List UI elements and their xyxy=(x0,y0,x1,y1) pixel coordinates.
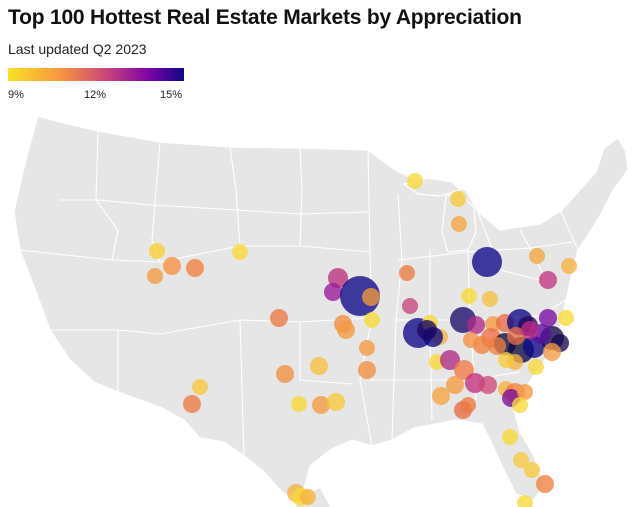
us-land xyxy=(13,115,629,507)
market-marker-13 xyxy=(364,312,380,328)
market-marker-26 xyxy=(561,258,577,274)
market-marker-3 xyxy=(451,216,467,232)
market-marker-83 xyxy=(417,320,437,340)
market-marker-67 xyxy=(276,365,294,383)
legend-gradient-bar xyxy=(8,68,184,81)
market-marker-65 xyxy=(460,397,476,413)
legend-tick-mid: 12% xyxy=(84,89,107,101)
market-marker-46 xyxy=(507,327,525,345)
market-marker-84 xyxy=(498,352,514,368)
market-marker-52 xyxy=(463,332,479,348)
market-marker-14 xyxy=(399,265,415,281)
market-marker-10 xyxy=(324,283,342,301)
market-marker-31 xyxy=(467,316,485,334)
market-marker-68 xyxy=(358,361,376,379)
market-marker-47 xyxy=(521,321,539,339)
market-marker-37 xyxy=(558,310,574,326)
market-marker-27 xyxy=(539,271,557,289)
market-marker-18 xyxy=(270,309,288,327)
market-markers xyxy=(147,173,577,507)
market-marker-63 xyxy=(432,387,450,405)
market-marker-66 xyxy=(310,357,328,375)
market-marker-1 xyxy=(407,173,423,189)
market-marker-81 xyxy=(300,489,316,505)
color-legend: 9% 12% 15% xyxy=(8,68,184,105)
legend-tick-max: 15% xyxy=(160,89,183,101)
market-marker-78 xyxy=(517,495,533,507)
market-marker-53 xyxy=(440,350,460,370)
market-marker-70 xyxy=(183,395,201,413)
market-marker-77 xyxy=(536,475,554,493)
market-marker-2 xyxy=(450,191,466,207)
market-marker-4 xyxy=(149,243,165,259)
us-mainland xyxy=(13,115,629,501)
market-marker-69 xyxy=(192,379,208,395)
market-marker-17 xyxy=(337,321,355,339)
market-marker-29 xyxy=(482,291,498,307)
market-marker-40 xyxy=(488,337,506,355)
market-marker-7 xyxy=(186,259,204,277)
market-marker-12 xyxy=(362,288,380,306)
chart-subtitle: Last updated Q2 2023 xyxy=(8,41,147,57)
market-marker-57 xyxy=(479,376,497,394)
market-marker-28 xyxy=(461,288,477,304)
market-marker-75 xyxy=(513,452,529,468)
market-marker-72 xyxy=(312,396,330,414)
chart-title: Top 100 Hottest Real Estate Markets by A… xyxy=(8,6,522,29)
market-marker-55 xyxy=(446,376,464,394)
market-marker-61 xyxy=(517,384,533,400)
market-marker-25 xyxy=(529,248,545,264)
market-marker-74 xyxy=(502,429,518,445)
market-marker-6 xyxy=(163,257,181,275)
market-marker-49 xyxy=(528,359,544,375)
market-marker-62 xyxy=(512,397,528,413)
market-marker-11 xyxy=(340,276,380,316)
market-marker-5 xyxy=(232,244,248,260)
market-marker-24 xyxy=(472,247,502,277)
market-marker-8 xyxy=(147,268,163,284)
market-marker-15 xyxy=(402,298,418,314)
market-marker-19 xyxy=(359,340,375,356)
market-marker-48 xyxy=(543,343,561,361)
market-marker-73 xyxy=(327,393,345,411)
market-marker-36 xyxy=(539,309,557,327)
market-marker-76 xyxy=(524,462,540,478)
legend-tick-min: 9% xyxy=(8,89,24,101)
market-marker-71 xyxy=(291,396,307,412)
